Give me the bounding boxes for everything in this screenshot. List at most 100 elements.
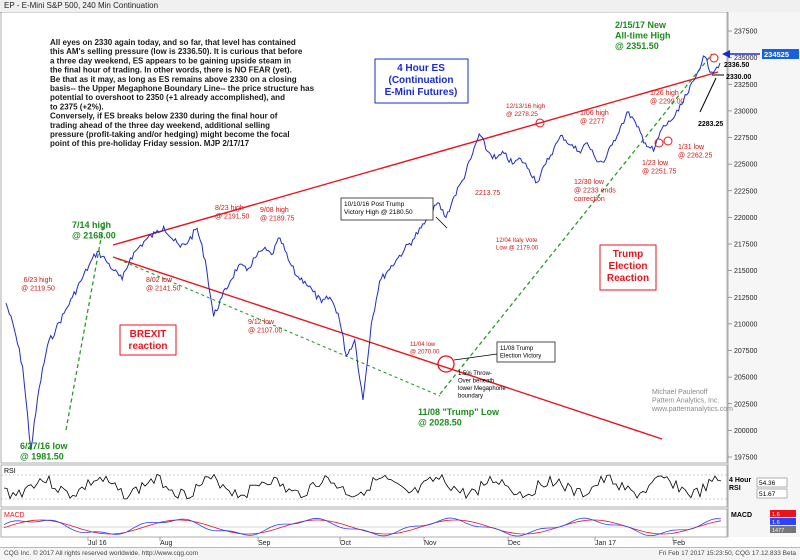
price-axis-bg [728,12,800,537]
arrow-nov08-victory [453,353,498,361]
text-line: the final hour of trading. In other word… [50,66,292,75]
macd-label: MACD [4,512,25,519]
text-line: 9/12 low [248,319,275,326]
text-line: correction [574,196,605,203]
annotation-italy-vote: 12/04 Italy Vote Low @ 2179.00 [496,238,539,252]
text-line: a three day weekend, ES appears to be ga… [50,56,291,65]
annotation-1104-low: 11/04 low @ 2070.00 [410,342,440,356]
annotation-0215-high: 2/15/17 New All-time High @ 2351.50 [615,20,671,51]
annotation-0131-low: 1/31 low @ 2262.25 [678,144,712,160]
annotation-0823-high: 8/23 high @ 2191.50 [215,205,249,221]
text-line: Election Victory [500,354,541,360]
rsi-line [3,473,722,500]
macd-value-box-2 [770,518,796,525]
text-line: 6/23 high [24,277,53,284]
text-line: Pattern Analytics, Inc. [652,398,719,405]
macd-panel [0,508,728,538]
price-tick-label: 215000 [734,268,757,275]
text-line: to 2375 (+2%). [50,102,104,111]
annotation-0623-high: 6/23 high @ 2119.50 [21,277,55,293]
annotation-0908-high: 9/08 high @ 2189.75 [260,207,294,223]
text-line: reaction [129,341,168,352]
text-line: 2/15/17 New [615,20,667,30]
annotation-1213-high: 12/13/16 high @ 2278.25 [506,103,546,118]
window-title: EP - E-Mini S&P 500, 240 Min Continuatio… [4,1,159,10]
upper-megaphone-line [112,71,719,246]
time-tick-label: Sep [258,540,271,547]
price-tick-label: 212500 [734,295,757,302]
price-tick-label: 200000 [734,428,757,435]
annotation-1108-victory: 11/08 Trump Election Victory [500,346,541,360]
annotation-0802-low: 8/02 low @ 2141.50 [146,277,180,293]
status-bar: CQG Inc. © 2017 All rights reserved worl… [0,547,800,560]
text-line: 2330.00 [726,74,751,81]
title-box-text: 4 Hour ES (Continuation E-Mini Futures) [385,63,458,98]
footer-copyright: CQG Inc. © 2017 All rights reserved worl… [4,550,199,557]
price-tick-label: 197500 [734,455,757,462]
post-election-support-line [439,53,713,395]
macd-value-box-1 [770,510,796,517]
price-tick-label: 230000 [734,108,757,115]
annotation-0126-high: 1/26 high @ 2299.00 [650,90,684,106]
text-line: @ 2107.00 [248,328,282,335]
annotation-0123-low: 1/23 low @ 2251.75 [642,160,676,176]
macd-line [3,517,722,537]
nov08-victory-box [496,341,556,363]
text-line: E-Mini Futures) [385,87,458,98]
annotation-0714-high: 7/14 high @ 2168.00 [72,220,116,241]
annotation-0627-low: 6/27/16 low @ 1981.50 [20,441,69,462]
price-tick-label: 222500 [734,188,757,195]
time-tick-label: Jul 16 [88,540,107,547]
footer-timestamp: Fri Feb 17 2017 15:23:50, CQG 17.12.833 … [658,550,796,557]
text-line: 8/23 high [215,205,244,212]
rsi-value-box-2 [756,488,788,499]
price-tick-label: 217500 [734,242,757,249]
arrow-new-high-head [722,50,730,58]
text-line: www.patternanalytics.com [651,406,733,413]
rsi-side-label: 4 Hour RSI [729,477,751,492]
text-line: 1/23 low [642,160,669,167]
text-line: Be that as it may, as long as ES remains… [50,75,297,84]
text-line: 11/08 "Trump" Low [418,407,500,417]
annotation-throwover: 1.5% Throw- Over beneath lower Megaphone bo… [458,371,506,400]
text-line: 9/08 high [260,207,289,214]
text-line: @ 2191.50 [215,214,249,221]
price-tick-label: 210000 [734,321,757,328]
price-tick-label: 207500 [734,348,757,355]
annotation-1108-low: 11/08 "Trump" Low @ 2028.50 [418,407,500,428]
text-line: basis-- the Upper Megaphone Boundary Lin… [50,84,315,93]
price-tick-label: 202500 [734,401,757,408]
commentary-text: All eyes on 2330 again today, and so far… [50,38,315,148]
dec13-high-circle [535,118,545,128]
brexit-box [119,324,177,356]
text-line: @ 2278.25 [506,111,538,118]
macd-value-3: 1477 [772,528,784,534]
arrow-oct10 [435,216,448,229]
text-line: BREXIT [130,329,167,340]
time-tick-label: Feb [673,540,685,547]
text-line: pressure (profit-taking and/or hedging) … [50,130,290,139]
brexit-box-text: BREXIT reaction [129,329,168,352]
text-line: Conversely, if ES breaks below 2330 duri… [50,112,278,121]
text-line: @ 2351.50 [615,41,659,51]
text-line: @ 2299.00 [650,99,684,106]
text-line: 2283.25 [698,121,723,128]
text-line: 1/31 low [678,144,705,151]
price-tick-label: 227500 [734,135,757,142]
text-line: trading ahead of the three day weekend, … [50,121,270,130]
price-tick-label: 237500 [734,29,757,36]
macd-value-2: 1.6 [772,520,780,526]
price-ticks: 237500 235000 232500 230000 227500 225000 2225… [728,29,757,462]
text-line: lower Megaphone [458,386,506,392]
annotation-2283: 2283.25 [698,121,723,128]
text-line: @ 2277 [580,119,605,126]
rsi-panel [0,464,728,508]
annotation-2336: 2336.50 [724,62,749,69]
price-series-line [5,55,721,451]
macd-value-1: 1.6 [772,512,780,518]
title-box [374,58,469,104]
rsi-value-2: 51.67 [759,491,776,498]
text-line: @ 1981.50 [20,452,64,462]
price-chart: 237500 235000 232500 230000 227500 225000 2225… [0,12,800,547]
text-line: 6/27/16 low [20,441,69,451]
